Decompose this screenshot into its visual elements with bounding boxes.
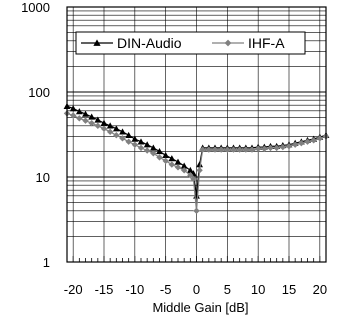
data-point-triangle bbox=[119, 128, 126, 135]
x-axis-title: Middle Gain [dB] bbox=[152, 300, 248, 315]
axis-ticks bbox=[66, 256, 327, 262]
data-point-triangle bbox=[180, 162, 188, 169]
y-tick-label: 100 bbox=[28, 85, 50, 100]
data-point-diamond bbox=[180, 167, 188, 174]
data-point-diamond bbox=[267, 144, 274, 152]
data-point-diamond bbox=[254, 145, 262, 152]
data-point-diamond bbox=[310, 137, 317, 144]
data-point-triangle bbox=[94, 116, 102, 123]
data-point-diamond bbox=[168, 161, 176, 168]
series-ihf-a bbox=[63, 110, 330, 215]
x-axis-tick-labels: -20 -15 -10 -5 0 5 10 15 20 bbox=[64, 282, 327, 297]
data-point-diamond bbox=[143, 147, 151, 154]
data-point-diamond bbox=[100, 125, 108, 132]
legend-label-din-audio: DIN-Audio bbox=[117, 35, 182, 51]
data-point-triangle bbox=[100, 119, 108, 126]
data-point-diamond bbox=[304, 138, 311, 145]
data-point-diamond bbox=[113, 132, 120, 139]
data-point-triangle bbox=[137, 138, 145, 145]
data-point-diamond bbox=[150, 150, 157, 157]
data-point-triangle bbox=[196, 161, 203, 168]
x-tick-label: -15 bbox=[95, 282, 114, 297]
data-point-diamond bbox=[174, 164, 182, 171]
data-point-diamond bbox=[125, 138, 132, 145]
y-tick-label: 10 bbox=[36, 170, 50, 185]
data-point-diamond bbox=[137, 144, 145, 152]
legend-box bbox=[75, 31, 306, 55]
legend-diamond-marker bbox=[224, 39, 232, 47]
data-point-triangle bbox=[156, 148, 163, 155]
data-point-triangle bbox=[82, 110, 89, 117]
data-point-diamond bbox=[196, 167, 203, 174]
data-point-diamond bbox=[236, 146, 243, 153]
data-point-diamond bbox=[106, 128, 114, 136]
data-point-triangle bbox=[193, 192, 200, 199]
data-point-diamond bbox=[211, 146, 219, 153]
data-point-diamond bbox=[279, 143, 287, 151]
data-point-diamond bbox=[131, 141, 139, 148]
data-point-diamond bbox=[205, 146, 213, 153]
data-point-diamond bbox=[248, 146, 256, 153]
data-point-diamond bbox=[285, 143, 293, 150]
y-tick-label: 1000 bbox=[21, 0, 50, 15]
data-point-triangle bbox=[112, 125, 120, 132]
data-point-triangle bbox=[186, 166, 194, 173]
data-point-diamond bbox=[298, 139, 305, 147]
data-point-diamond bbox=[261, 145, 268, 152]
data-point-triangle bbox=[162, 151, 170, 159]
x-tick-label: 20 bbox=[313, 282, 327, 297]
data-point-diamond bbox=[242, 146, 250, 153]
data-point-diamond bbox=[316, 135, 324, 142]
data-point-diamond bbox=[162, 157, 169, 165]
legend-triangle-marker bbox=[93, 39, 101, 46]
data-point-diamond bbox=[82, 117, 89, 124]
data-point-diamond bbox=[217, 146, 225, 153]
x-tick-label: -10 bbox=[125, 282, 144, 297]
data-point-diamond bbox=[187, 171, 194, 179]
data-point-diamond bbox=[190, 175, 197, 183]
legend: DIN-Audio IHF-A bbox=[75, 31, 306, 55]
data-point-diamond bbox=[199, 146, 206, 153]
x-tick-label: -20 bbox=[64, 282, 83, 297]
data-point-diamond bbox=[291, 141, 299, 148]
data-point-triangle bbox=[174, 158, 182, 165]
data-point-diamond bbox=[193, 207, 200, 215]
data-point-triangle bbox=[149, 144, 157, 151]
legend-item-ihf-a: IHF-A bbox=[212, 35, 285, 51]
data-point-diamond bbox=[76, 115, 83, 122]
data-point-triangle bbox=[125, 131, 133, 138]
series-layer bbox=[63, 102, 330, 215]
data-point-triangle bbox=[168, 155, 176, 162]
data-point-triangle bbox=[69, 105, 77, 112]
data-point-triangle bbox=[143, 141, 151, 148]
legend-item-din-audio: DIN-Audio bbox=[81, 35, 182, 51]
y-tick-label: 1 bbox=[43, 255, 50, 270]
data-point-diamond bbox=[69, 112, 77, 119]
data-point-triangle bbox=[131, 135, 139, 142]
legend-label-ihf-a: IHF-A bbox=[248, 35, 285, 51]
x-tick-label: 15 bbox=[282, 282, 296, 297]
data-point-triangle bbox=[106, 122, 114, 129]
x-tick-label: -5 bbox=[160, 282, 172, 297]
data-point-diamond bbox=[224, 146, 231, 153]
data-point-diamond bbox=[156, 154, 163, 161]
x-tick-label: 10 bbox=[251, 282, 265, 297]
data-point-diamond bbox=[273, 144, 280, 152]
data-point-triangle bbox=[75, 108, 83, 115]
x-tick-label: 0 bbox=[193, 282, 200, 297]
data-point-diamond bbox=[119, 135, 126, 142]
data-point-diamond bbox=[94, 122, 102, 130]
x-tick-label: 5 bbox=[224, 282, 231, 297]
y-axis-tick-labels: 1 10 100 1000 bbox=[21, 0, 50, 270]
data-point-triangle bbox=[88, 113, 96, 120]
data-point-diamond bbox=[88, 119, 95, 127]
data-point-diamond bbox=[230, 146, 237, 153]
